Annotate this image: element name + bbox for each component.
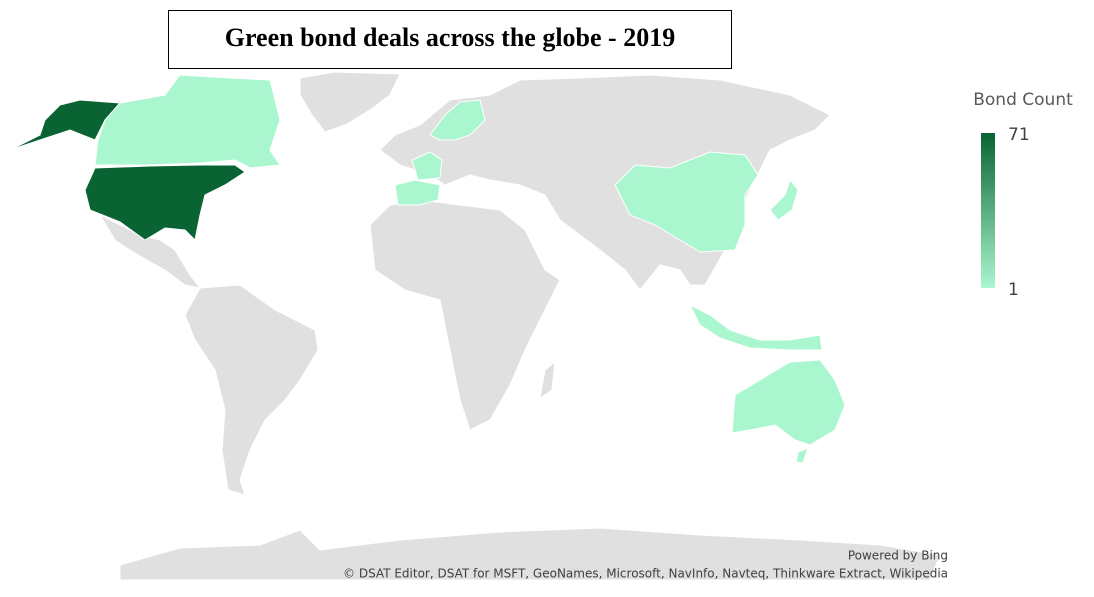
japan (769, 178, 799, 221)
antarctica (119, 527, 941, 581)
legend-min: 1 (1008, 280, 1019, 300)
australia (731, 359, 846, 446)
map-credits: © DSAT Editor, DSAT for MSFT, GeoNames, … (343, 567, 948, 581)
legend-title: Bond Count (973, 90, 1073, 110)
indonesia (688, 303, 823, 351)
bond-countries (9, 74, 846, 464)
new-zealand (795, 447, 809, 464)
canada (94, 74, 281, 169)
map-title: Green bond deals across the globe - 2019 (225, 23, 675, 52)
land-masses (98, 71, 941, 581)
title-box (168, 10, 732, 69)
legend-gradient (981, 133, 995, 288)
powered-by: Powered by Bing (848, 549, 948, 563)
central-america (98, 213, 202, 289)
spain (394, 179, 441, 206)
legend-max: 71 (1008, 125, 1030, 145)
france (411, 151, 443, 181)
africa (369, 199, 561, 431)
china (614, 151, 759, 253)
usa (84, 164, 246, 242)
scandinavia (429, 99, 486, 141)
south-america (184, 284, 319, 496)
greenland (299, 71, 401, 133)
madagascar (539, 360, 556, 400)
